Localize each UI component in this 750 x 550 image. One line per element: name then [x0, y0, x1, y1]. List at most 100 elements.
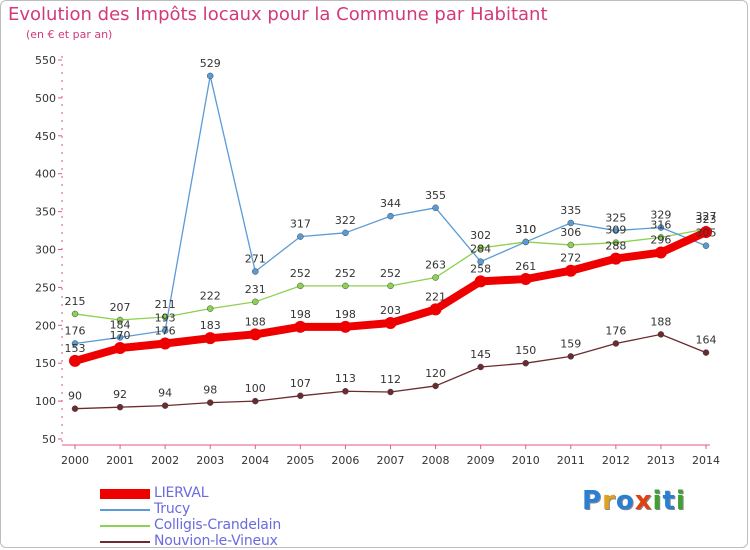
- data-label: 164: [696, 334, 717, 347]
- data-point: [116, 403, 124, 411]
- data-point: [432, 274, 439, 281]
- data-label: 153: [65, 342, 86, 355]
- y-tick-label: 500: [35, 92, 56, 105]
- data-point: [387, 388, 394, 396]
- data-label: 150: [515, 344, 536, 357]
- legend-item: Trucy: [100, 501, 330, 518]
- legend: LIERVAL Trucy Colligis-Crandelain Nouvio…: [100, 485, 330, 550]
- data-point: [567, 353, 575, 360]
- data-label: 207: [110, 301, 131, 314]
- data-label: 327: [696, 210, 717, 223]
- legend-swatch: [100, 489, 150, 499]
- data-point: [69, 354, 81, 367]
- data-point: [206, 305, 214, 312]
- data-label: 529: [200, 57, 221, 70]
- data-label: 113: [335, 372, 356, 385]
- data-label: 203: [380, 304, 401, 317]
- data-label: 211: [155, 298, 176, 311]
- data-label: 198: [335, 308, 356, 321]
- chart-title: Evolution des Impôts locaux pour la Comm…: [8, 4, 548, 25]
- x-tick-label: 2005: [286, 454, 314, 467]
- data-point: [252, 298, 259, 306]
- legend-swatch: [100, 525, 150, 527]
- data-point: [700, 226, 712, 239]
- y-tick-label: 200: [35, 319, 56, 332]
- data-point: [612, 340, 620, 347]
- data-label: 296: [650, 234, 671, 247]
- data-point: [294, 320, 307, 333]
- data-label: 170: [110, 329, 131, 342]
- data-label: 183: [200, 319, 221, 332]
- x-tick-label: 2008: [422, 454, 450, 467]
- data-point: [657, 331, 665, 338]
- data-label: 258: [470, 262, 491, 275]
- data-label: 100: [245, 382, 266, 395]
- data-label: 98: [203, 384, 217, 397]
- proxiti-logo: Proxiti: [582, 486, 686, 516]
- data-point: [384, 317, 397, 330]
- data-label: 231: [245, 283, 266, 296]
- data-point: [657, 224, 665, 231]
- data-point: [612, 227, 620, 234]
- data-point: [204, 332, 217, 345]
- data-point: [71, 310, 79, 318]
- data-point: [161, 402, 169, 409]
- data-label: 176: [65, 324, 86, 337]
- data-point: [612, 239, 620, 246]
- data-point: [474, 275, 487, 288]
- x-tick-label: 2001: [106, 454, 134, 467]
- data-label: 176: [155, 324, 176, 337]
- data-label: 335: [560, 204, 581, 217]
- data-label: 90: [68, 390, 82, 403]
- data-label: 176: [605, 324, 626, 337]
- data-label: 120: [425, 367, 446, 380]
- data-point: [387, 282, 394, 290]
- data-label: 310: [515, 223, 536, 236]
- legend-item: LIERVAL: [100, 485, 330, 502]
- data-point: [116, 334, 124, 341]
- x-tick-label: 2006: [331, 454, 359, 467]
- data-point: [432, 382, 439, 390]
- x-tick-label: 2011: [557, 454, 585, 467]
- data-point: [342, 282, 349, 290]
- data-point: [342, 387, 349, 395]
- logo-letter: i: [652, 486, 663, 516]
- x-tick-label: 2014: [692, 454, 720, 467]
- y-tick-label: 50: [42, 433, 56, 446]
- data-point: [654, 246, 667, 259]
- data-label: 252: [290, 267, 311, 280]
- data-label: 306: [560, 226, 581, 239]
- y-tick-label: 100: [35, 395, 56, 408]
- data-label: 215: [65, 295, 86, 308]
- x-tick-label: 2004: [241, 454, 269, 467]
- data-label: 288: [605, 240, 626, 253]
- legend-label: LIERVAL: [154, 485, 209, 501]
- data-label: 329: [650, 209, 671, 222]
- y-tick-label: 250: [35, 281, 56, 294]
- data-label: 184: [110, 318, 131, 331]
- data-label: 193: [155, 312, 176, 325]
- data-point: [297, 392, 304, 400]
- data-label: 94: [158, 387, 172, 400]
- data-point: [297, 233, 304, 240]
- data-point: [206, 399, 214, 406]
- logo-letter: r: [602, 486, 616, 516]
- logo-letter: x: [634, 486, 653, 516]
- data-point: [252, 397, 259, 405]
- data-label: 221: [425, 290, 446, 303]
- data-point: [71, 340, 79, 347]
- data-label: 222: [200, 290, 221, 303]
- legend-swatch: [100, 541, 150, 543]
- data-point: [387, 212, 394, 220]
- data-label: 316: [650, 218, 671, 231]
- legend-label: Trucy: [154, 501, 191, 517]
- legend-label: Nouvion-le-Vineux: [154, 533, 278, 549]
- data-label: 317: [290, 218, 311, 231]
- logo-letter: P: [582, 486, 603, 516]
- data-point: [71, 405, 79, 412]
- data-label: 112: [380, 373, 401, 386]
- x-tick-label: 2007: [377, 454, 405, 467]
- data-label: 261: [515, 260, 536, 273]
